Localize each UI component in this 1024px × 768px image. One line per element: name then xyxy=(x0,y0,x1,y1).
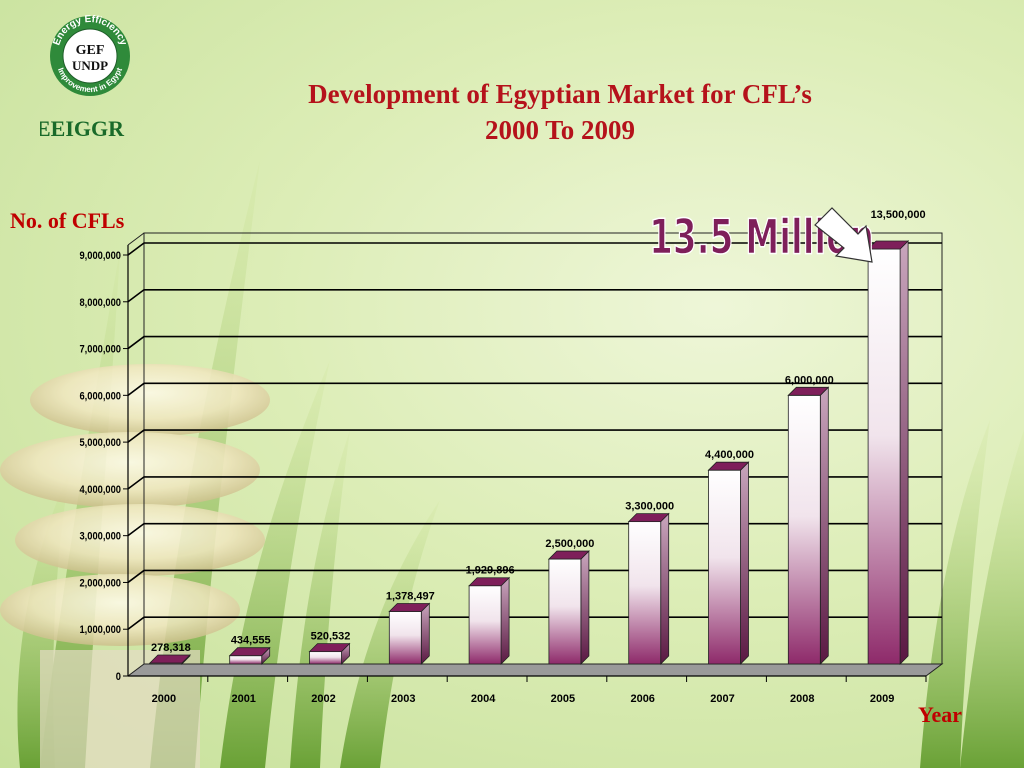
x-tick-label: 2006 xyxy=(630,693,654,705)
x-tick-label: 2001 xyxy=(231,693,255,705)
x-tick-label: 2002 xyxy=(311,693,335,705)
bar-side xyxy=(420,602,430,665)
data-label: 1,929,896 xyxy=(466,565,515,577)
bar-top xyxy=(308,643,351,653)
page-title: Development of Egyptian Market for CFL’s… xyxy=(130,76,990,148)
y-tick-label: 9,000,000 xyxy=(79,250,121,262)
bar xyxy=(867,248,901,665)
gridline xyxy=(127,242,942,256)
bar-top xyxy=(547,550,590,560)
data-label: 13,500,000 xyxy=(871,209,926,221)
y-tick-label: 2,000,000 xyxy=(79,578,121,590)
y-tick-label: 0 xyxy=(116,671,121,683)
y-tick-label: 4,000,000 xyxy=(79,484,121,496)
data-label: 1,378,497 xyxy=(386,591,435,603)
chart-floor xyxy=(126,663,944,677)
gridline xyxy=(127,288,942,303)
data-label: 4,400,000 xyxy=(705,449,754,461)
logo-undp: UNDP xyxy=(72,58,108,73)
bar-top xyxy=(787,386,830,396)
bar-top xyxy=(867,240,910,250)
bar-side xyxy=(740,461,749,665)
bar-side xyxy=(899,240,909,665)
x-axis-title: Year xyxy=(918,702,962,727)
title-line-2: 2000 To 2009 xyxy=(484,115,636,145)
bar xyxy=(468,585,502,665)
x-tick-label: 2009 xyxy=(870,693,894,705)
data-label: 3,300,000 xyxy=(625,501,674,513)
x-tick-label: 2004 xyxy=(471,693,496,705)
bar-top xyxy=(707,461,750,471)
y-tick-label: 3,000,000 xyxy=(79,531,121,543)
data-label: 278,318 xyxy=(151,642,191,654)
gridline xyxy=(127,616,942,630)
callout-arrow-icon xyxy=(814,207,873,263)
cfl-bulb-illustration xyxy=(0,364,270,768)
y-tick-label: 1,000,000 xyxy=(79,625,121,637)
bar-top xyxy=(148,654,191,664)
title-line-1: Development of Egyptian Market for CFL’s xyxy=(308,79,812,109)
y-tick-label: 6,000,000 xyxy=(79,391,121,403)
y-tick-label: 5,000,000 xyxy=(79,437,121,449)
bar xyxy=(548,558,582,665)
eeiggr-logo: Energy Efficiency Improvement in Egypt G… xyxy=(40,14,130,141)
y-tick-label: 8,000,000 xyxy=(79,297,121,309)
bar-top xyxy=(388,603,431,612)
bar xyxy=(309,651,342,665)
data-label: 434,555 xyxy=(231,635,271,647)
logo-acronym: EEIGGR xyxy=(40,116,125,141)
x-tick-label: 2000 xyxy=(152,693,176,705)
data-label: 520,532 xyxy=(311,631,351,643)
bar xyxy=(708,469,741,665)
x-tick-label: 2003 xyxy=(391,693,415,705)
chart-side-edge xyxy=(127,232,145,246)
gridline xyxy=(127,569,942,584)
bar xyxy=(787,394,821,665)
logo-gef: GEF xyxy=(76,43,105,58)
bar-side xyxy=(819,386,829,665)
bar-side xyxy=(580,550,590,665)
gridline xyxy=(127,382,942,396)
bar-top xyxy=(228,647,271,657)
gridline xyxy=(127,476,942,490)
gridline xyxy=(127,429,942,443)
bar-top xyxy=(468,577,511,587)
y-axis-title: No. of CFLs xyxy=(10,208,125,233)
data-label: 6,000,000 xyxy=(785,374,834,386)
gridline xyxy=(127,335,942,350)
bar-top xyxy=(627,513,670,523)
bar-side xyxy=(660,512,670,665)
gridline xyxy=(127,522,942,537)
x-tick-label: 2005 xyxy=(551,693,575,705)
bar-side xyxy=(500,576,510,665)
x-tick-label: 2008 xyxy=(790,693,814,705)
data-label: 2,500,000 xyxy=(545,538,594,550)
bar xyxy=(229,655,263,665)
bar xyxy=(388,611,422,665)
y-tick-label: 7,000,000 xyxy=(79,344,121,356)
x-tick-label: 2007 xyxy=(710,693,734,705)
bar xyxy=(628,521,662,665)
